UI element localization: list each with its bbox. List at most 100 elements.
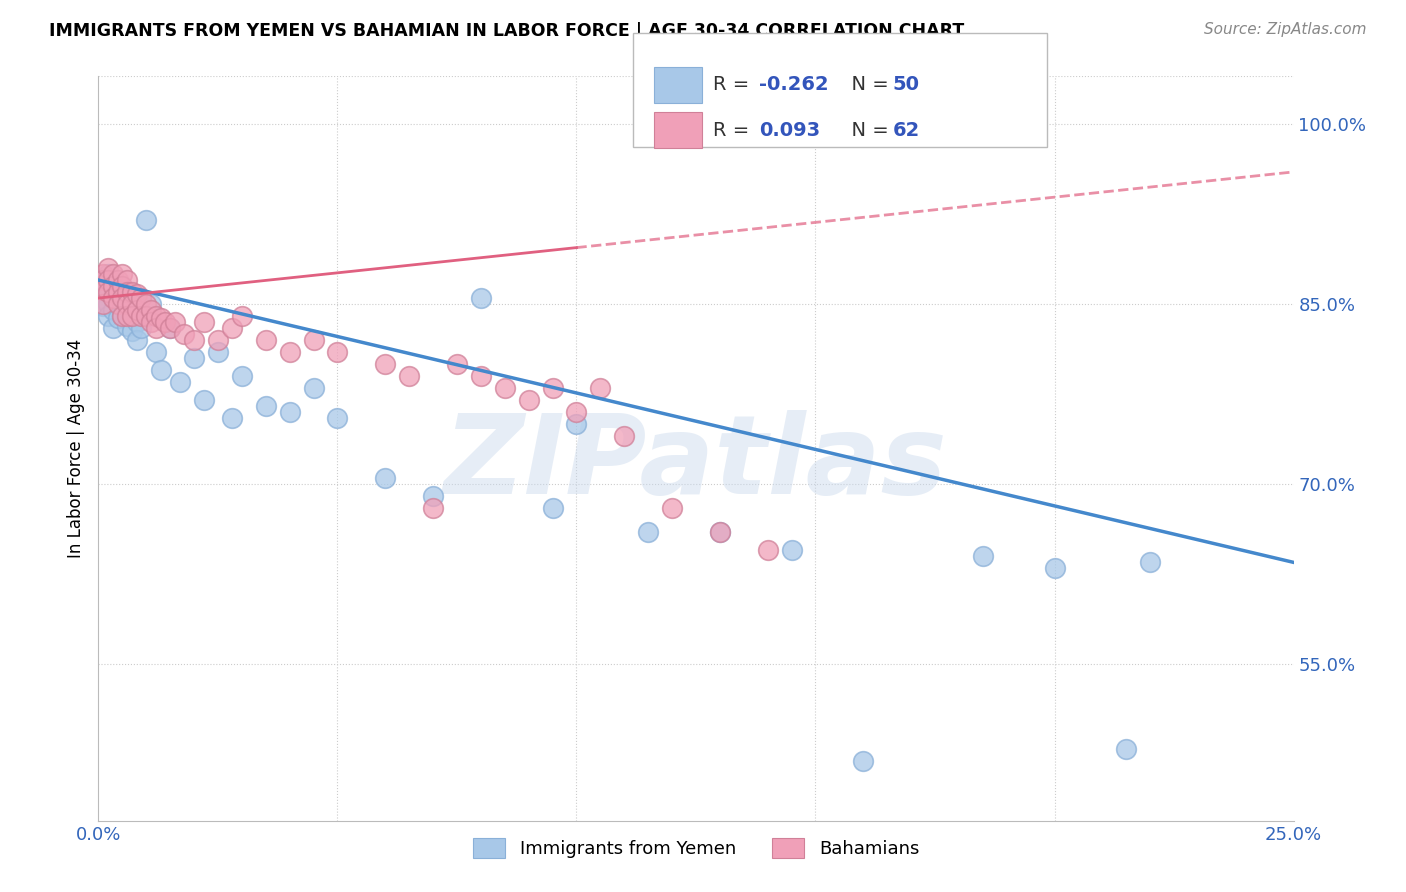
Point — [107, 273, 129, 287]
Point — [97, 285, 120, 299]
Point — [139, 315, 162, 329]
Point — [302, 333, 325, 347]
Point — [97, 309, 120, 323]
Point — [115, 297, 138, 311]
Text: R =: R = — [713, 75, 755, 95]
Point — [107, 297, 129, 311]
Point — [107, 283, 129, 297]
Point — [326, 345, 349, 359]
Point — [756, 543, 779, 558]
Point — [183, 351, 205, 365]
Point — [155, 315, 177, 329]
Text: ZIPatlas: ZIPatlas — [444, 409, 948, 516]
Point — [139, 303, 162, 318]
Point — [97, 267, 120, 281]
Point — [107, 285, 129, 299]
Point — [97, 260, 120, 275]
Point — [231, 309, 253, 323]
Point — [125, 333, 148, 347]
Point — [159, 321, 181, 335]
Point — [661, 501, 683, 516]
Point — [115, 309, 138, 323]
Point — [374, 357, 396, 371]
Point — [97, 297, 120, 311]
Point — [125, 287, 148, 301]
Point — [121, 324, 143, 338]
Point — [111, 309, 134, 323]
Point — [125, 303, 148, 318]
Point — [709, 525, 731, 540]
Text: 0.093: 0.093 — [759, 120, 820, 139]
Point — [302, 381, 325, 395]
Point — [541, 381, 564, 395]
Text: IMMIGRANTS FROM YEMEN VS BAHAMIAN IN LABOR FORCE | AGE 30-34 CORRELATION CHART: IMMIGRANTS FROM YEMEN VS BAHAMIAN IN LAB… — [49, 22, 965, 40]
Point — [111, 267, 134, 281]
Point — [972, 549, 994, 564]
Point — [780, 543, 803, 558]
Point — [231, 369, 253, 384]
Point — [91, 273, 114, 287]
Point — [145, 321, 167, 335]
Point — [398, 369, 420, 384]
Text: 62: 62 — [893, 120, 920, 139]
Point — [169, 375, 191, 389]
Point — [470, 369, 492, 384]
Legend: Immigrants from Yemen, Bahamians: Immigrants from Yemen, Bahamians — [464, 829, 928, 868]
Point — [326, 411, 349, 425]
Point — [91, 283, 114, 297]
Point — [193, 393, 215, 408]
Text: Source: ZipAtlas.com: Source: ZipAtlas.com — [1204, 22, 1367, 37]
Point — [470, 291, 492, 305]
Point — [221, 411, 243, 425]
Point — [91, 285, 114, 299]
Point — [374, 471, 396, 485]
Point — [135, 309, 157, 323]
Point — [541, 501, 564, 516]
Point — [207, 333, 229, 347]
Point — [111, 279, 134, 293]
Point — [91, 291, 114, 305]
Point — [183, 333, 205, 347]
Point — [97, 279, 120, 293]
Y-axis label: In Labor Force | Age 30-34: In Labor Force | Age 30-34 — [66, 339, 84, 558]
Point — [193, 315, 215, 329]
Text: N =: N = — [839, 120, 896, 139]
Text: -0.262: -0.262 — [759, 75, 830, 95]
Point — [589, 381, 612, 395]
Point — [101, 287, 124, 301]
Point — [145, 345, 167, 359]
Point — [517, 393, 540, 408]
Point — [101, 291, 124, 305]
Point — [173, 327, 195, 342]
Point — [1139, 555, 1161, 569]
Point — [422, 501, 444, 516]
Point — [565, 405, 588, 419]
Point — [115, 285, 138, 299]
Point — [637, 525, 659, 540]
Point — [111, 297, 134, 311]
Point — [163, 315, 186, 329]
Point — [131, 291, 153, 305]
Point — [709, 525, 731, 540]
Point — [101, 279, 124, 293]
Point — [613, 429, 636, 443]
Point — [125, 315, 148, 329]
Point — [852, 754, 875, 768]
Point — [149, 311, 172, 326]
Point — [135, 297, 157, 311]
Point — [278, 345, 301, 359]
Point — [115, 303, 138, 318]
Point — [1115, 741, 1137, 756]
Point — [278, 405, 301, 419]
Point — [135, 213, 157, 227]
Point — [121, 297, 143, 311]
Text: N =: N = — [839, 75, 896, 95]
Point — [101, 321, 124, 335]
Point — [254, 399, 277, 413]
Point — [254, 333, 277, 347]
Point — [121, 285, 143, 299]
Point — [91, 297, 114, 311]
Point — [422, 489, 444, 503]
Point — [565, 417, 588, 432]
Point — [145, 309, 167, 323]
